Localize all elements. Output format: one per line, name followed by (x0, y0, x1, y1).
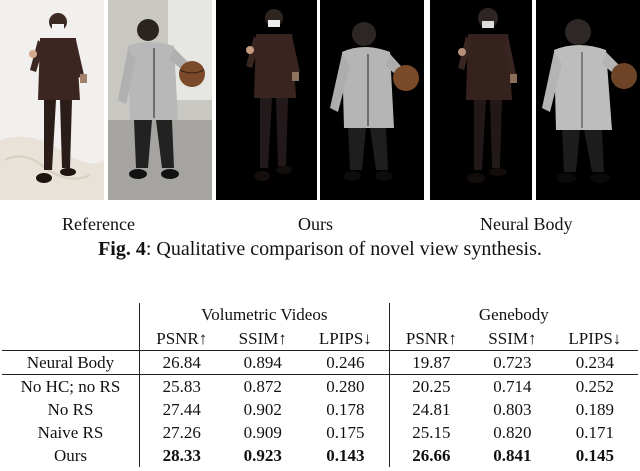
table-cell: 0.246 (302, 350, 390, 375)
metric-header: SSIM↑ (473, 327, 552, 351)
table-cell: 26.84 (139, 350, 224, 375)
table-cell: 25.15 (412, 423, 451, 442)
table-row: Neural Body 26.84 0.894 0.246 19.87 0.72… (2, 350, 638, 375)
table-cell-best: 0.841 (493, 446, 532, 465)
table-cell: 0.909 (243, 423, 282, 442)
table-row: Naive RS 27.26 0.909 0.175 25.15 0.820 0… (2, 421, 638, 444)
table-cell: 0.178 (302, 398, 390, 421)
table-cell: 19.87 (389, 350, 474, 375)
table-cell: 27.44 (162, 400, 201, 419)
table-corner-2 (2, 327, 140, 351)
table-cell: 25.83 (162, 377, 201, 396)
figure-number: Fig. 4 (98, 238, 146, 260)
row-method: Ours (2, 444, 140, 467)
table-cell: 24.81 (412, 400, 451, 419)
table-row: Ours 28.33 0.923 0.143 26.66 0.841 0.145 (2, 444, 638, 467)
neural-body-render-person-jacket (430, 0, 532, 200)
table-row: No RS 27.44 0.902 0.178 24.81 0.803 0.18… (2, 398, 638, 421)
table-cell: 0.894 (223, 350, 303, 375)
table-cell: 0.872 (243, 377, 282, 396)
row-method: Naive RS (2, 421, 140, 444)
table-cell: 0.189 (575, 400, 614, 419)
table-cell: 0.234 (551, 350, 638, 375)
group-header-volumetric-videos: Volumetric Videos (139, 303, 390, 327)
row-method: Neural Body (2, 350, 140, 375)
row-method: No HC; no RS (2, 374, 140, 398)
metric-header: SSIM↑ (223, 327, 303, 351)
label-reference: Reference (62, 214, 135, 234)
table-cell: 0.175 (302, 421, 390, 444)
metric-header: LPIPS↓ (551, 327, 638, 351)
ours-render-person-hoodie (320, 0, 424, 200)
figure-caption-text: : Qualitative comparison of novel view s… (145, 238, 542, 260)
table-cell-best: 0.145 (575, 446, 614, 465)
label-ours: Ours (298, 214, 333, 234)
table-cell: 27.26 (162, 423, 201, 442)
table-cell: 0.803 (493, 400, 532, 419)
metric-header: PSNR↑ (139, 327, 224, 351)
ours-render-person-jacket (216, 0, 317, 200)
table-group-header: Volumetric Videos Genebody (2, 303, 638, 327)
metric-header: PSNR↑ (389, 327, 474, 351)
neural-body-render-person-hoodie (536, 0, 640, 200)
table-row: No HC; no RS 25.83 0.872 0.280 20.25 0.7… (2, 374, 638, 398)
figure-caption: Fig. 4: Qualitative comparison of novel … (0, 238, 640, 261)
table-cell: 0.280 (302, 374, 390, 398)
table-cell-best: 26.66 (412, 446, 451, 465)
table-cell: 0.902 (243, 400, 282, 419)
reference-image-person-hoodie (108, 0, 212, 200)
table-cell: 0.723 (473, 350, 552, 375)
reference-image-person-jacket (0, 0, 104, 200)
results-table: Volumetric Videos Genebody PSNR↑ SSIM↑ L… (2, 303, 638, 467)
metric-header: LPIPS↓ (302, 327, 390, 351)
table-cell: 0.171 (575, 423, 614, 442)
table-cell: 0.252 (575, 377, 614, 396)
table-cell-best: 0.143 (302, 444, 390, 467)
row-method: No RS (2, 398, 140, 421)
label-neural-body: Neural Body (480, 214, 573, 234)
table-cell: 20.25 (412, 377, 451, 396)
table-metric-header: PSNR↑ SSIM↑ LPIPS↓ PSNR↑ SSIM↑ LPIPS↓ (2, 327, 638, 351)
table-cell-best: 0.923 (243, 446, 282, 465)
table-corner (2, 303, 140, 327)
table-cell: 0.714 (493, 377, 532, 396)
group-header-genebody: Genebody (478, 305, 549, 324)
table-cell: 0.820 (493, 423, 532, 442)
table-cell-best: 28.33 (162, 446, 201, 465)
